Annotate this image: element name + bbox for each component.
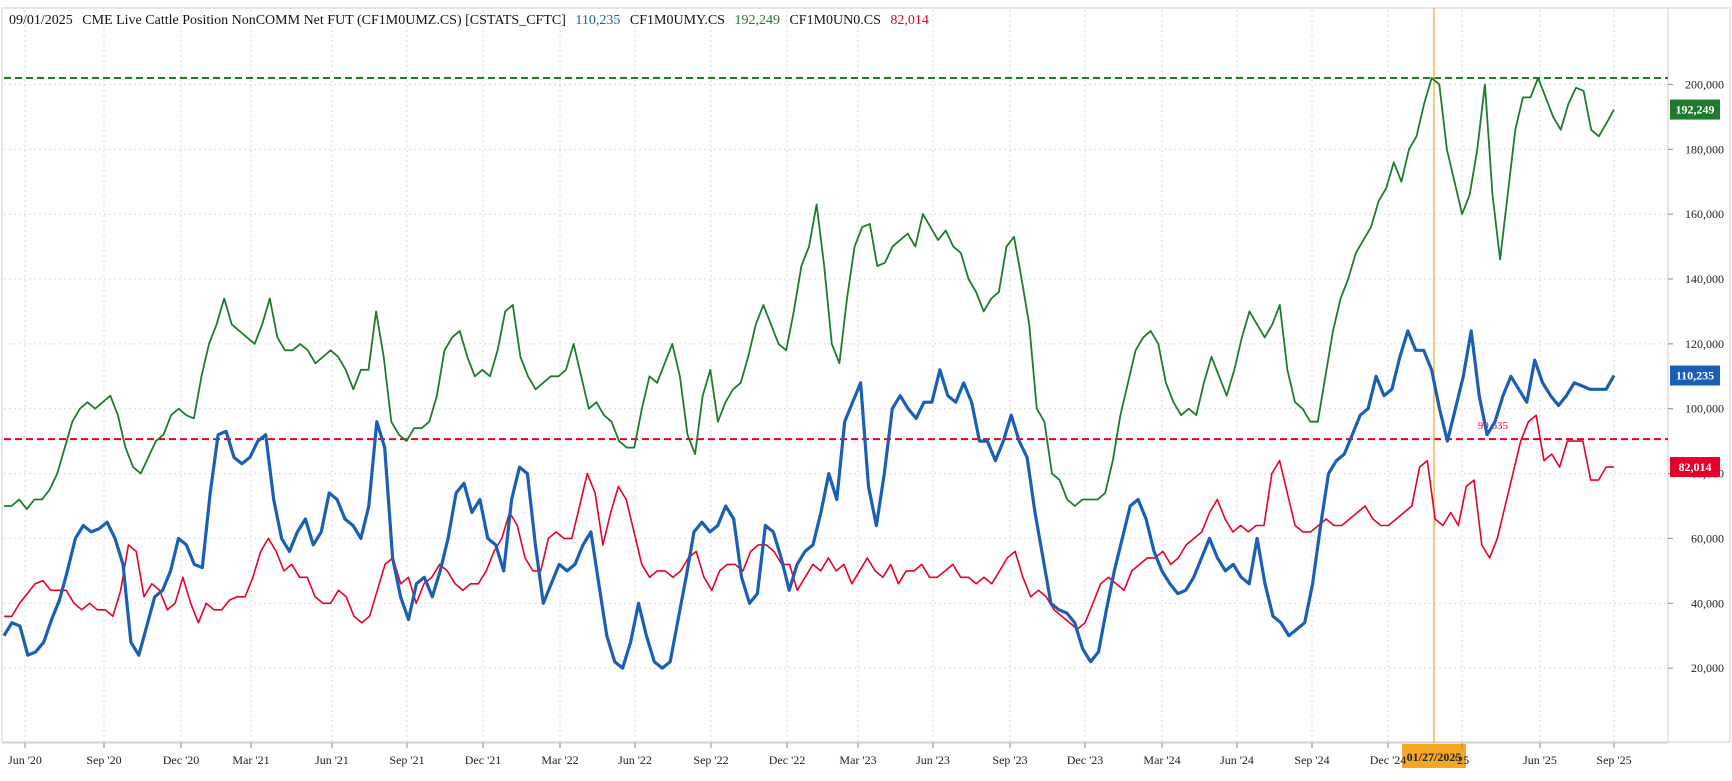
crosshair-date-label: 01/27/2025: [1407, 750, 1462, 764]
x-tick-label: Sep '22: [693, 753, 728, 767]
header-title: CME Live Cattle Position NonCOMM Net FUT…: [82, 13, 566, 28]
last-value-label: 82,014: [1679, 460, 1712, 474]
x-tick-label: Sep '23: [992, 753, 1027, 767]
x-tick-label: Dec '24: [1370, 753, 1406, 767]
x-tick-label: Mar '24: [1143, 753, 1180, 767]
x-tick-label: Dec '22: [769, 753, 805, 767]
x-tick-label: Jun '23: [916, 753, 950, 767]
series-line-cf1m0un0-cs: [4, 414, 1615, 631]
legend-label-green-series: CF1M0UMY.CS: [630, 13, 725, 28]
y-tick-label: 200,000: [1685, 77, 1724, 91]
x-tick-label: Dec '23: [1067, 753, 1103, 767]
x-tick-label: Sep '21: [389, 753, 424, 767]
legend-value-green: 192,249: [734, 13, 780, 28]
last-value-box: [1670, 457, 1720, 478]
x-tick-label: '25: [1455, 753, 1469, 767]
x-tick-label: Sep '24: [1294, 753, 1329, 767]
x-tick-label: Jun '22: [618, 753, 652, 767]
last-value-box: [1670, 365, 1720, 386]
last-value-label: 192,249: [1676, 103, 1715, 117]
x-tick-label: Sep '20: [86, 753, 121, 767]
legend-value-red: 82,014: [890, 13, 929, 28]
x-tick-label: Mar '22: [541, 753, 578, 767]
legend-label-red-series: CF1M0UN0.CS: [789, 13, 880, 28]
x-tick-label: Dec '21: [465, 753, 501, 767]
header-date: 09/01/2025: [9, 13, 73, 28]
x-tick-label: Jun '21: [315, 753, 349, 767]
x-tick-label: Jun '25: [1523, 753, 1557, 767]
y-tick-label: 60,000: [1691, 531, 1724, 545]
x-tick-label: Jun '20: [8, 753, 42, 767]
gridlines: [4, 10, 1668, 742]
series-line-cf1m0umy-cs: [4, 77, 1615, 511]
chart-header: 09/01/2025 CME Live Cattle Position NonC…: [9, 13, 929, 28]
y-tick-label: 180,000: [1685, 142, 1724, 156]
plot-frame: [1, 7, 1669, 743]
last-value-box: [1670, 99, 1720, 120]
last-value-label: 110,235: [1676, 369, 1714, 383]
x-tick-label: Dec '20: [163, 753, 199, 767]
x-tick-label: Mar '21: [232, 753, 269, 767]
crosshair-date-box: [1402, 744, 1466, 768]
last-value-labels: 110,235 192,249 82,014: [1670, 99, 1720, 478]
series-line-cf1m0umz-cs: [2, 329, 1616, 670]
legend-value-blue: 110,235: [575, 13, 620, 28]
x-tick-label: Jun '24: [1220, 753, 1254, 767]
x-tick-label: Mar '23: [839, 753, 876, 767]
y-tick-label: 160,000: [1685, 207, 1724, 221]
x-axis-ticks: Jun '20 Sep '20 Dec '20 Mar '21 Jun '21 Sep '…: [8, 743, 1632, 767]
y-tick-label: 120,000: [1685, 337, 1724, 351]
y-tick-label: 100,000: [1685, 402, 1724, 416]
y-tick-label: 140,000: [1685, 272, 1724, 286]
y-tick-label: 20,000: [1691, 661, 1724, 675]
series-lines: [2, 77, 1616, 670]
x-tick-label: Sep '25: [1596, 753, 1631, 767]
y-tick-label: 40,000: [1691, 596, 1724, 610]
